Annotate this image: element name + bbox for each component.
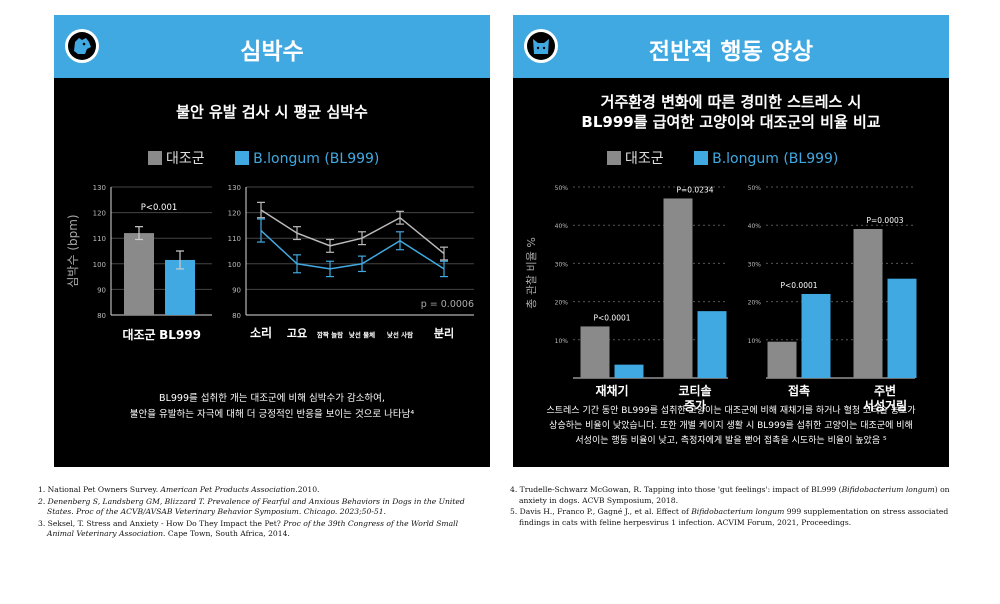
heart-rate-line-chart: 80 90 100 110 120 130 소리 고요 깜짝 놀람 낯선 물체 낯선 사람 분리 p =… xyxy=(228,184,474,340)
reference-item: 4. Trudelle-Schwarz McGowan, R. Tapping … xyxy=(510,485,950,505)
p-value-annotation: P<0.0001 xyxy=(593,313,630,322)
legend-swatch-control xyxy=(607,151,621,165)
chart-subtitle: 거주환경 변화에 따른 경미한 스트레스 시 BL999를 급여한 고양이와 대… xyxy=(513,92,949,132)
y-tick-label: 20% xyxy=(748,300,762,307)
y-tick-label: 90 xyxy=(97,286,106,294)
x-tick-label: 증가 xyxy=(684,398,706,413)
caption: BL999를 섭취한 개는 대조군에 비해 심박수가 감소하여, 불안을 유발하… xyxy=(54,391,490,423)
y-tick-label: 100 xyxy=(93,261,106,269)
reference-item: 2. Denenberg S, Landsberg GM, Blizzard T… xyxy=(38,496,465,517)
y-tick-label: 50% xyxy=(555,185,569,192)
reference-item: 1. National Pet Owners Survey. American … xyxy=(38,485,320,494)
reference-item: 3. Seksel, T. Stress and Anxiety - How D… xyxy=(38,518,459,539)
y-tick-label: 80 xyxy=(97,312,106,320)
behavior-panel: 전반적 행동 양상 거주환경 변화에 따른 경미한 스트레스 시 BL999를 … xyxy=(513,15,949,467)
bar xyxy=(853,229,883,378)
caption-line: 스트레스 기간 동안 BL999를 섭취한 고양이는 대조군에 비해 재채기를 … xyxy=(546,406,916,416)
y-tick-label: 40% xyxy=(555,223,569,230)
caption-line: 불안을 유발하는 자극에 대해 더 긍정적인 반응을 보이는 것으로 나타남⁴ xyxy=(129,409,415,420)
bar xyxy=(124,233,154,315)
bar xyxy=(801,293,831,378)
subtitle-line: 거주환경 변화에 따른 경미한 스트레스 시 xyxy=(600,93,862,111)
chart-subtitle: 불안 유발 검사 시 평균 심박수 xyxy=(176,103,368,121)
dog-head-icon xyxy=(65,29,99,63)
heart-rate-charts: 80 90 100 110 120 130 대조군 BL999 P<0.001 심박수 (bpm)… xyxy=(66,184,474,342)
bar xyxy=(614,364,644,378)
panel-header: 전반적 행동 양상 xyxy=(513,15,949,78)
bar xyxy=(697,311,727,378)
x-tick-label: 분리 xyxy=(434,326,454,340)
legend-label-control: 대조군 xyxy=(625,151,664,167)
heart-rate-bar-chart: 80 90 100 110 120 130 대조군 BL999 P<0.001 심박수 (bpm) xyxy=(66,184,212,342)
bar xyxy=(663,198,693,378)
x-tick-label: 대조군 xyxy=(122,328,155,342)
legend-label-control: 대조군 xyxy=(166,151,205,167)
p-value-annotation: P=0.0003 xyxy=(866,216,903,225)
panel-title: 전반적 행동 양상 xyxy=(648,39,814,65)
series-line xyxy=(260,229,445,270)
x-tick-label: 낯선 사람 xyxy=(387,330,413,339)
bar xyxy=(580,326,610,378)
y-tick-label: 110 xyxy=(93,235,106,243)
subtitle-line: BL999를 급여한 고양이와 대조군의 비율 비교 xyxy=(581,113,881,131)
x-tick-label: 깜짝 놀람 xyxy=(317,330,343,339)
p-value-annotation: P<0.0001 xyxy=(780,281,817,290)
series-line xyxy=(260,209,445,255)
y-tick-label: 10% xyxy=(748,338,762,345)
y-tick-label: 120 xyxy=(228,210,241,218)
references-right: 4. Trudelle-Schwarz McGowan, R. Tapping … xyxy=(510,485,960,529)
y-tick-label: 120 xyxy=(93,210,106,218)
y-tick-label: 100 xyxy=(228,261,241,269)
legend: 대조군 B.longum (BL999) xyxy=(607,148,838,168)
panel-title: 심박수 xyxy=(240,39,304,65)
legend-swatch-control xyxy=(148,151,162,165)
x-tick-label: 소리 xyxy=(250,325,272,340)
x-tick-label: 주변 xyxy=(874,383,896,398)
y-tick-label: 80 xyxy=(232,312,241,320)
y-tick-label: 40% xyxy=(748,223,762,230)
caption-line: BL999를 섭취한 개는 대조군에 비해 심박수가 감소하여, xyxy=(159,393,385,404)
caption-line: 상승하는 비율이 낮았습니다. 또한 개별 케이지 생활 시 BL999를 섭취… xyxy=(549,421,913,431)
bar xyxy=(767,341,797,378)
legend-swatch-bl999 xyxy=(235,151,250,165)
legend: 대조군 B.longum (BL999) xyxy=(148,148,379,168)
legend-label-bl999: B.longum (BL999) xyxy=(253,151,380,167)
reference-item: 5. Davis H., Franco P., Gagné J., et al.… xyxy=(510,507,949,527)
heart-rate-panel: 심박수 불안 유발 검사 시 평균 심박수 대조군 B.longum (BL99… xyxy=(54,15,490,467)
panel-header: 심박수 xyxy=(54,15,490,78)
y-tick-label: 130 xyxy=(228,184,241,192)
x-tick-label: 낯선 물체 xyxy=(349,330,375,339)
y-tick-label: 50% xyxy=(748,185,762,192)
caption: 스트레스 기간 동안 BL999를 섭취한 고양이는 대조군에 비해 재채기를 … xyxy=(513,404,949,449)
x-tick-label: 고요 xyxy=(287,327,307,340)
caption-line: 서성이는 행동 비율이 낮고, 측정자에게 발을 뻗어 접촉을 시도하는 비율이… xyxy=(575,436,887,446)
p-value-annotation: P<0.001 xyxy=(141,203,178,213)
p-value-annotation: p = 0.0006 xyxy=(421,299,474,310)
x-tick-label: 접촉 xyxy=(788,383,810,398)
references-left: 1. National Pet Owners Survey. American … xyxy=(38,485,478,541)
x-tick-label: BL999 xyxy=(159,328,201,342)
x-tick-label: 재채기 xyxy=(595,383,628,398)
p-value-annotation: P=0.0234 xyxy=(676,185,713,194)
x-tick-label: 서성거림 xyxy=(863,398,907,413)
y-tick-label: 10% xyxy=(555,338,569,345)
bar xyxy=(887,278,917,378)
legend-label-bl999: B.longum (BL999) xyxy=(712,151,839,167)
y-tick-label: 90 xyxy=(232,286,241,294)
legend-swatch-bl999 xyxy=(694,151,709,165)
y-tick-label: 20% xyxy=(555,300,569,307)
x-tick-label: 코티솔 xyxy=(678,383,711,398)
y-axis-label: 심박수 (bpm) xyxy=(66,214,80,287)
y-tick-label: 110 xyxy=(228,235,241,243)
y-tick-label: 30% xyxy=(748,261,762,268)
y-tick-label: 130 xyxy=(93,184,106,192)
cat-head-icon xyxy=(524,29,558,63)
y-tick-label: 30% xyxy=(555,261,569,268)
y-axis-label: 총 관찰 비율 % xyxy=(525,237,538,309)
